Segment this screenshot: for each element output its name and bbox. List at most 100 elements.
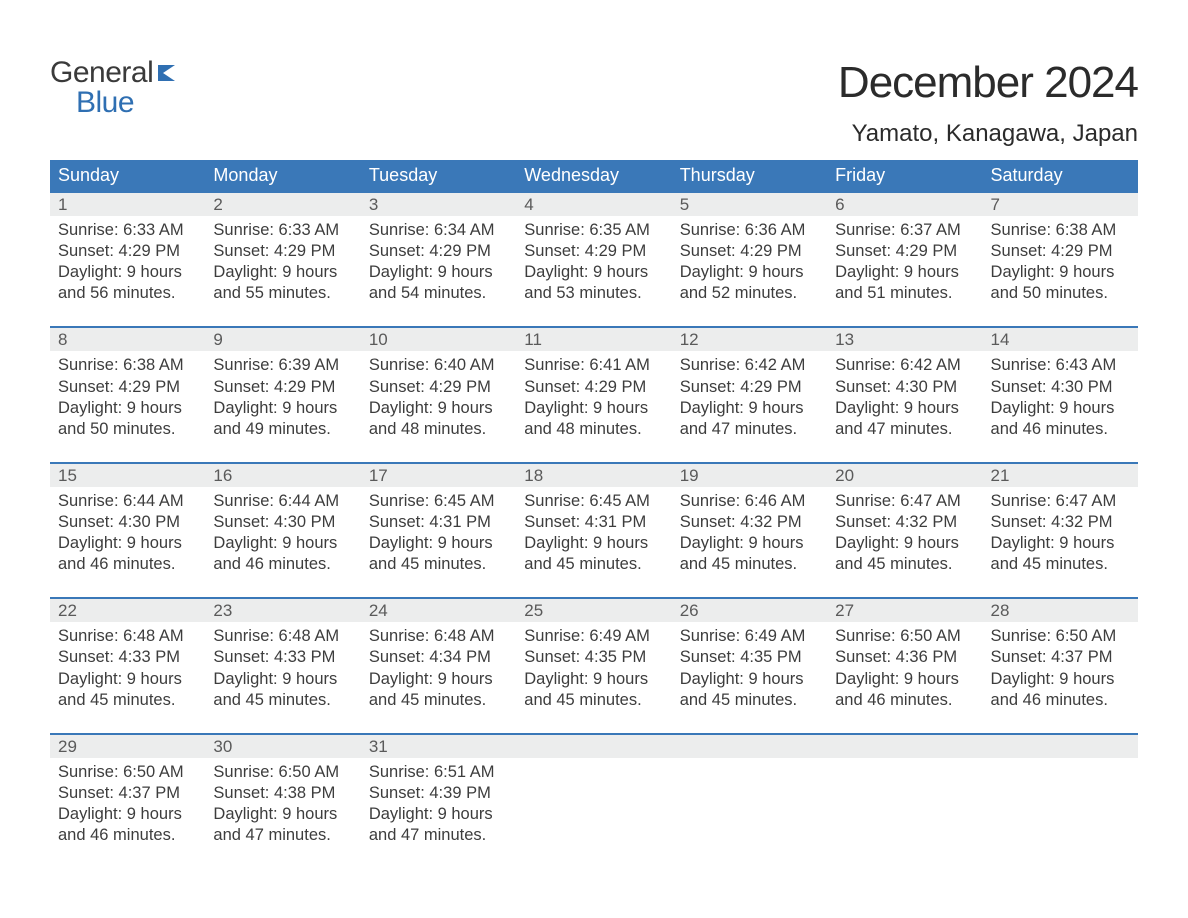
sunrise-line: Sunrise: 6:50 AM <box>213 762 357 783</box>
page-subtitle: Yamato, Kanagawa, Japan <box>838 120 1138 148</box>
day-number: 17 <box>361 464 516 487</box>
day-cell: 7Sunrise: 6:38 AMSunset: 4:29 PMDaylight… <box>983 193 1138 326</box>
day-number: 7 <box>983 193 1138 216</box>
sunrise-line: Sunrise: 6:51 AM <box>369 762 513 783</box>
day-body: Sunrise: 6:42 AMSunset: 4:30 PMDaylight:… <box>827 351 982 439</box>
day-cell: 8Sunrise: 6:38 AMSunset: 4:29 PMDaylight… <box>50 328 205 461</box>
day-body: Sunrise: 6:48 AMSunset: 4:33 PMDaylight:… <box>205 622 360 710</box>
daylight-line: Daylight: 9 hours and 46 minutes. <box>58 533 202 575</box>
sunset-line: Sunset: 4:29 PM <box>58 241 202 262</box>
sunset-line: Sunset: 4:31 PM <box>524 512 668 533</box>
weekday-header: Tuesday <box>361 160 516 191</box>
weekday-header: Sunday <box>50 160 205 191</box>
week-row: 1Sunrise: 6:33 AMSunset: 4:29 PMDaylight… <box>50 191 1138 326</box>
day-cell: 3Sunrise: 6:34 AMSunset: 4:29 PMDaylight… <box>361 193 516 326</box>
sunset-line: Sunset: 4:29 PM <box>524 377 668 398</box>
daylight-line: Daylight: 9 hours and 46 minutes. <box>213 533 357 575</box>
day-cell: 16Sunrise: 6:44 AMSunset: 4:30 PMDayligh… <box>205 464 360 597</box>
day-number: 20 <box>827 464 982 487</box>
sunset-line: Sunset: 4:29 PM <box>524 241 668 262</box>
day-number-empty <box>983 735 1138 758</box>
sunrise-line: Sunrise: 6:49 AM <box>680 626 824 647</box>
day-body: Sunrise: 6:35 AMSunset: 4:29 PMDaylight:… <box>516 216 671 304</box>
day-number: 11 <box>516 328 671 351</box>
day-cell: 17Sunrise: 6:45 AMSunset: 4:31 PMDayligh… <box>361 464 516 597</box>
day-cell: 21Sunrise: 6:47 AMSunset: 4:32 PMDayligh… <box>983 464 1138 597</box>
sunset-line: Sunset: 4:36 PM <box>835 647 979 668</box>
sunset-line: Sunset: 4:30 PM <box>991 377 1135 398</box>
sunset-line: Sunset: 4:29 PM <box>991 241 1135 262</box>
daylight-line: Daylight: 9 hours and 45 minutes. <box>213 669 357 711</box>
day-body: Sunrise: 6:41 AMSunset: 4:29 PMDaylight:… <box>516 351 671 439</box>
sunset-line: Sunset: 4:37 PM <box>58 783 202 804</box>
daylight-line: Daylight: 9 hours and 45 minutes. <box>680 533 824 575</box>
daylight-line: Daylight: 9 hours and 46 minutes. <box>991 398 1135 440</box>
day-number: 5 <box>672 193 827 216</box>
day-body: Sunrise: 6:45 AMSunset: 4:31 PMDaylight:… <box>516 487 671 575</box>
day-body: Sunrise: 6:51 AMSunset: 4:39 PMDaylight:… <box>361 758 516 846</box>
daylight-line: Daylight: 9 hours and 45 minutes. <box>369 533 513 575</box>
daylight-line: Daylight: 9 hours and 54 minutes. <box>369 262 513 304</box>
flag-icon <box>157 64 183 86</box>
day-body: Sunrise: 6:50 AMSunset: 4:36 PMDaylight:… <box>827 622 982 710</box>
week-row: 15Sunrise: 6:44 AMSunset: 4:30 PMDayligh… <box>50 462 1138 597</box>
weeks-container: 1Sunrise: 6:33 AMSunset: 4:29 PMDaylight… <box>50 191 1138 868</box>
daylight-line: Daylight: 9 hours and 47 minutes. <box>835 398 979 440</box>
daylight-line: Daylight: 9 hours and 55 minutes. <box>213 262 357 304</box>
day-number-empty <box>827 735 982 758</box>
day-body: Sunrise: 6:49 AMSunset: 4:35 PMDaylight:… <box>672 622 827 710</box>
sunrise-line: Sunrise: 6:43 AM <box>991 355 1135 376</box>
sunset-line: Sunset: 4:33 PM <box>213 647 357 668</box>
daylight-line: Daylight: 9 hours and 47 minutes. <box>680 398 824 440</box>
day-cell: 25Sunrise: 6:49 AMSunset: 4:35 PMDayligh… <box>516 599 671 732</box>
day-cell: 12Sunrise: 6:42 AMSunset: 4:29 PMDayligh… <box>672 328 827 461</box>
daylight-line: Daylight: 9 hours and 45 minutes. <box>680 669 824 711</box>
weekday-header: Thursday <box>672 160 827 191</box>
weekday-header-row: SundayMondayTuesdayWednesdayThursdayFrid… <box>50 160 1138 191</box>
sunrise-line: Sunrise: 6:45 AM <box>524 491 668 512</box>
daylight-line: Daylight: 9 hours and 45 minutes. <box>991 533 1135 575</box>
page: General Blue December 2024 Yamato, Kanag… <box>0 0 1188 888</box>
day-number: 10 <box>361 328 516 351</box>
day-cell <box>827 735 982 868</box>
sunrise-line: Sunrise: 6:34 AM <box>369 220 513 241</box>
sunrise-line: Sunrise: 6:36 AM <box>680 220 824 241</box>
day-cell: 26Sunrise: 6:49 AMSunset: 4:35 PMDayligh… <box>672 599 827 732</box>
day-body: Sunrise: 6:34 AMSunset: 4:29 PMDaylight:… <box>361 216 516 304</box>
day-cell: 4Sunrise: 6:35 AMSunset: 4:29 PMDaylight… <box>516 193 671 326</box>
sunset-line: Sunset: 4:35 PM <box>524 647 668 668</box>
day-number: 29 <box>50 735 205 758</box>
sunrise-line: Sunrise: 6:38 AM <box>58 355 202 376</box>
day-cell: 27Sunrise: 6:50 AMSunset: 4:36 PMDayligh… <box>827 599 982 732</box>
sunrise-line: Sunrise: 6:42 AM <box>680 355 824 376</box>
sunrise-line: Sunrise: 6:46 AM <box>680 491 824 512</box>
daylight-line: Daylight: 9 hours and 45 minutes. <box>524 533 668 575</box>
day-number: 16 <box>205 464 360 487</box>
day-body: Sunrise: 6:48 AMSunset: 4:33 PMDaylight:… <box>50 622 205 710</box>
daylight-line: Daylight: 9 hours and 46 minutes. <box>991 669 1135 711</box>
day-body: Sunrise: 6:46 AMSunset: 4:32 PMDaylight:… <box>672 487 827 575</box>
day-cell <box>516 735 671 868</box>
sunset-line: Sunset: 4:32 PM <box>991 512 1135 533</box>
day-cell: 1Sunrise: 6:33 AMSunset: 4:29 PMDaylight… <box>50 193 205 326</box>
day-cell: 5Sunrise: 6:36 AMSunset: 4:29 PMDaylight… <box>672 193 827 326</box>
day-body: Sunrise: 6:42 AMSunset: 4:29 PMDaylight:… <box>672 351 827 439</box>
calendar: SundayMondayTuesdayWednesdayThursdayFrid… <box>50 160 1138 868</box>
sunrise-line: Sunrise: 6:39 AM <box>213 355 357 376</box>
weekday-header: Saturday <box>983 160 1138 191</box>
sunrise-line: Sunrise: 6:50 AM <box>835 626 979 647</box>
brand-logo: General Blue <box>50 58 183 118</box>
day-number: 3 <box>361 193 516 216</box>
day-number-empty <box>516 735 671 758</box>
day-body: Sunrise: 6:49 AMSunset: 4:35 PMDaylight:… <box>516 622 671 710</box>
day-number: 27 <box>827 599 982 622</box>
sunrise-line: Sunrise: 6:47 AM <box>835 491 979 512</box>
day-cell: 28Sunrise: 6:50 AMSunset: 4:37 PMDayligh… <box>983 599 1138 732</box>
day-cell: 18Sunrise: 6:45 AMSunset: 4:31 PMDayligh… <box>516 464 671 597</box>
title-block: December 2024 Yamato, Kanagawa, Japan <box>838 58 1138 148</box>
sunset-line: Sunset: 4:30 PM <box>58 512 202 533</box>
day-number: 4 <box>516 193 671 216</box>
day-number: 23 <box>205 599 360 622</box>
day-number: 24 <box>361 599 516 622</box>
sunset-line: Sunset: 4:39 PM <box>369 783 513 804</box>
